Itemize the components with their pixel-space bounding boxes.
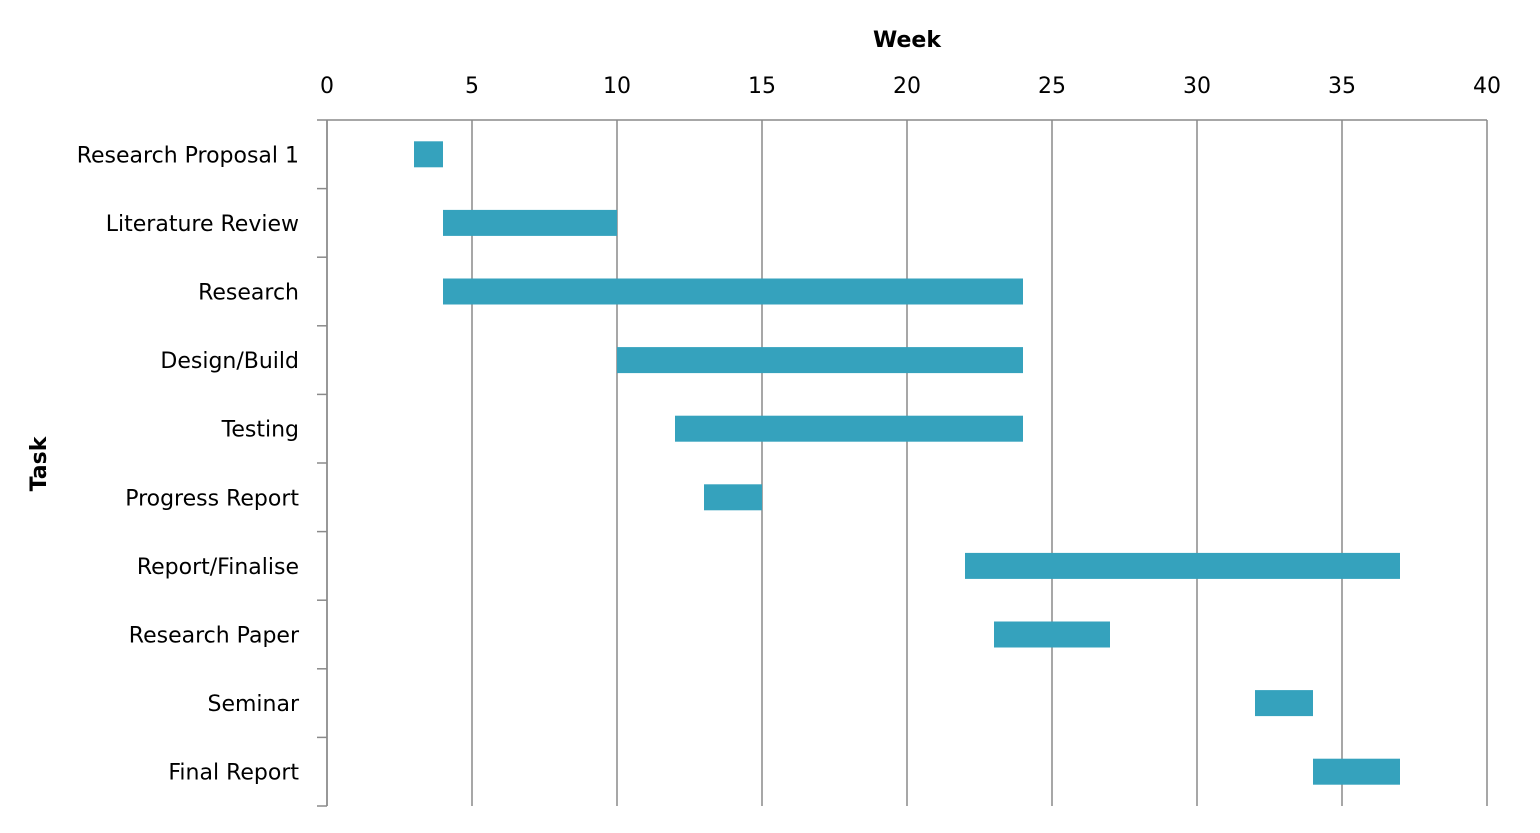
task-label: Research bbox=[198, 281, 299, 306]
x-tick-label: 25 bbox=[1038, 74, 1066, 99]
label-layer: 0 5 10 15 20 25 30 35 40 Research Proposal 1 Liter… bbox=[77, 74, 1501, 786]
task-bar bbox=[617, 347, 1023, 374]
x-tick-label: 15 bbox=[748, 74, 776, 99]
task-label: Progress Report bbox=[125, 486, 299, 511]
x-tick-label: 40 bbox=[1473, 74, 1501, 99]
task-bar bbox=[1313, 758, 1400, 785]
task-label: Report/Finalise bbox=[137, 555, 299, 580]
x-tick-label: 5 bbox=[465, 74, 479, 99]
task-label: Literature Review bbox=[106, 212, 299, 237]
task-bar bbox=[443, 209, 617, 236]
task-bar bbox=[414, 141, 443, 168]
task-label: Testing bbox=[221, 418, 299, 443]
x-tick-label: 0 bbox=[320, 74, 334, 99]
task-bar bbox=[704, 484, 762, 511]
bar-layer bbox=[414, 141, 1400, 785]
task-label: Research Paper bbox=[129, 624, 300, 649]
task-bar bbox=[994, 621, 1110, 648]
x-tick-label: 10 bbox=[603, 74, 631, 99]
x-axis-title: Week bbox=[873, 28, 942, 53]
task-label: Design/Build bbox=[160, 349, 299, 374]
x-tick-label: 35 bbox=[1328, 74, 1356, 99]
task-bar bbox=[675, 415, 1023, 442]
task-label: Research Proposal 1 bbox=[77, 143, 299, 168]
task-bar bbox=[965, 552, 1400, 579]
axis-layer bbox=[317, 119, 1487, 807]
task-bar bbox=[443, 278, 1023, 305]
task-label: Seminar bbox=[207, 692, 299, 717]
x-tick-label: 30 bbox=[1183, 74, 1211, 99]
task-bar bbox=[1255, 690, 1313, 717]
x-tick-label: 20 bbox=[893, 74, 921, 99]
task-label: Final Report bbox=[168, 761, 299, 786]
y-axis-title: Task bbox=[27, 435, 52, 491]
